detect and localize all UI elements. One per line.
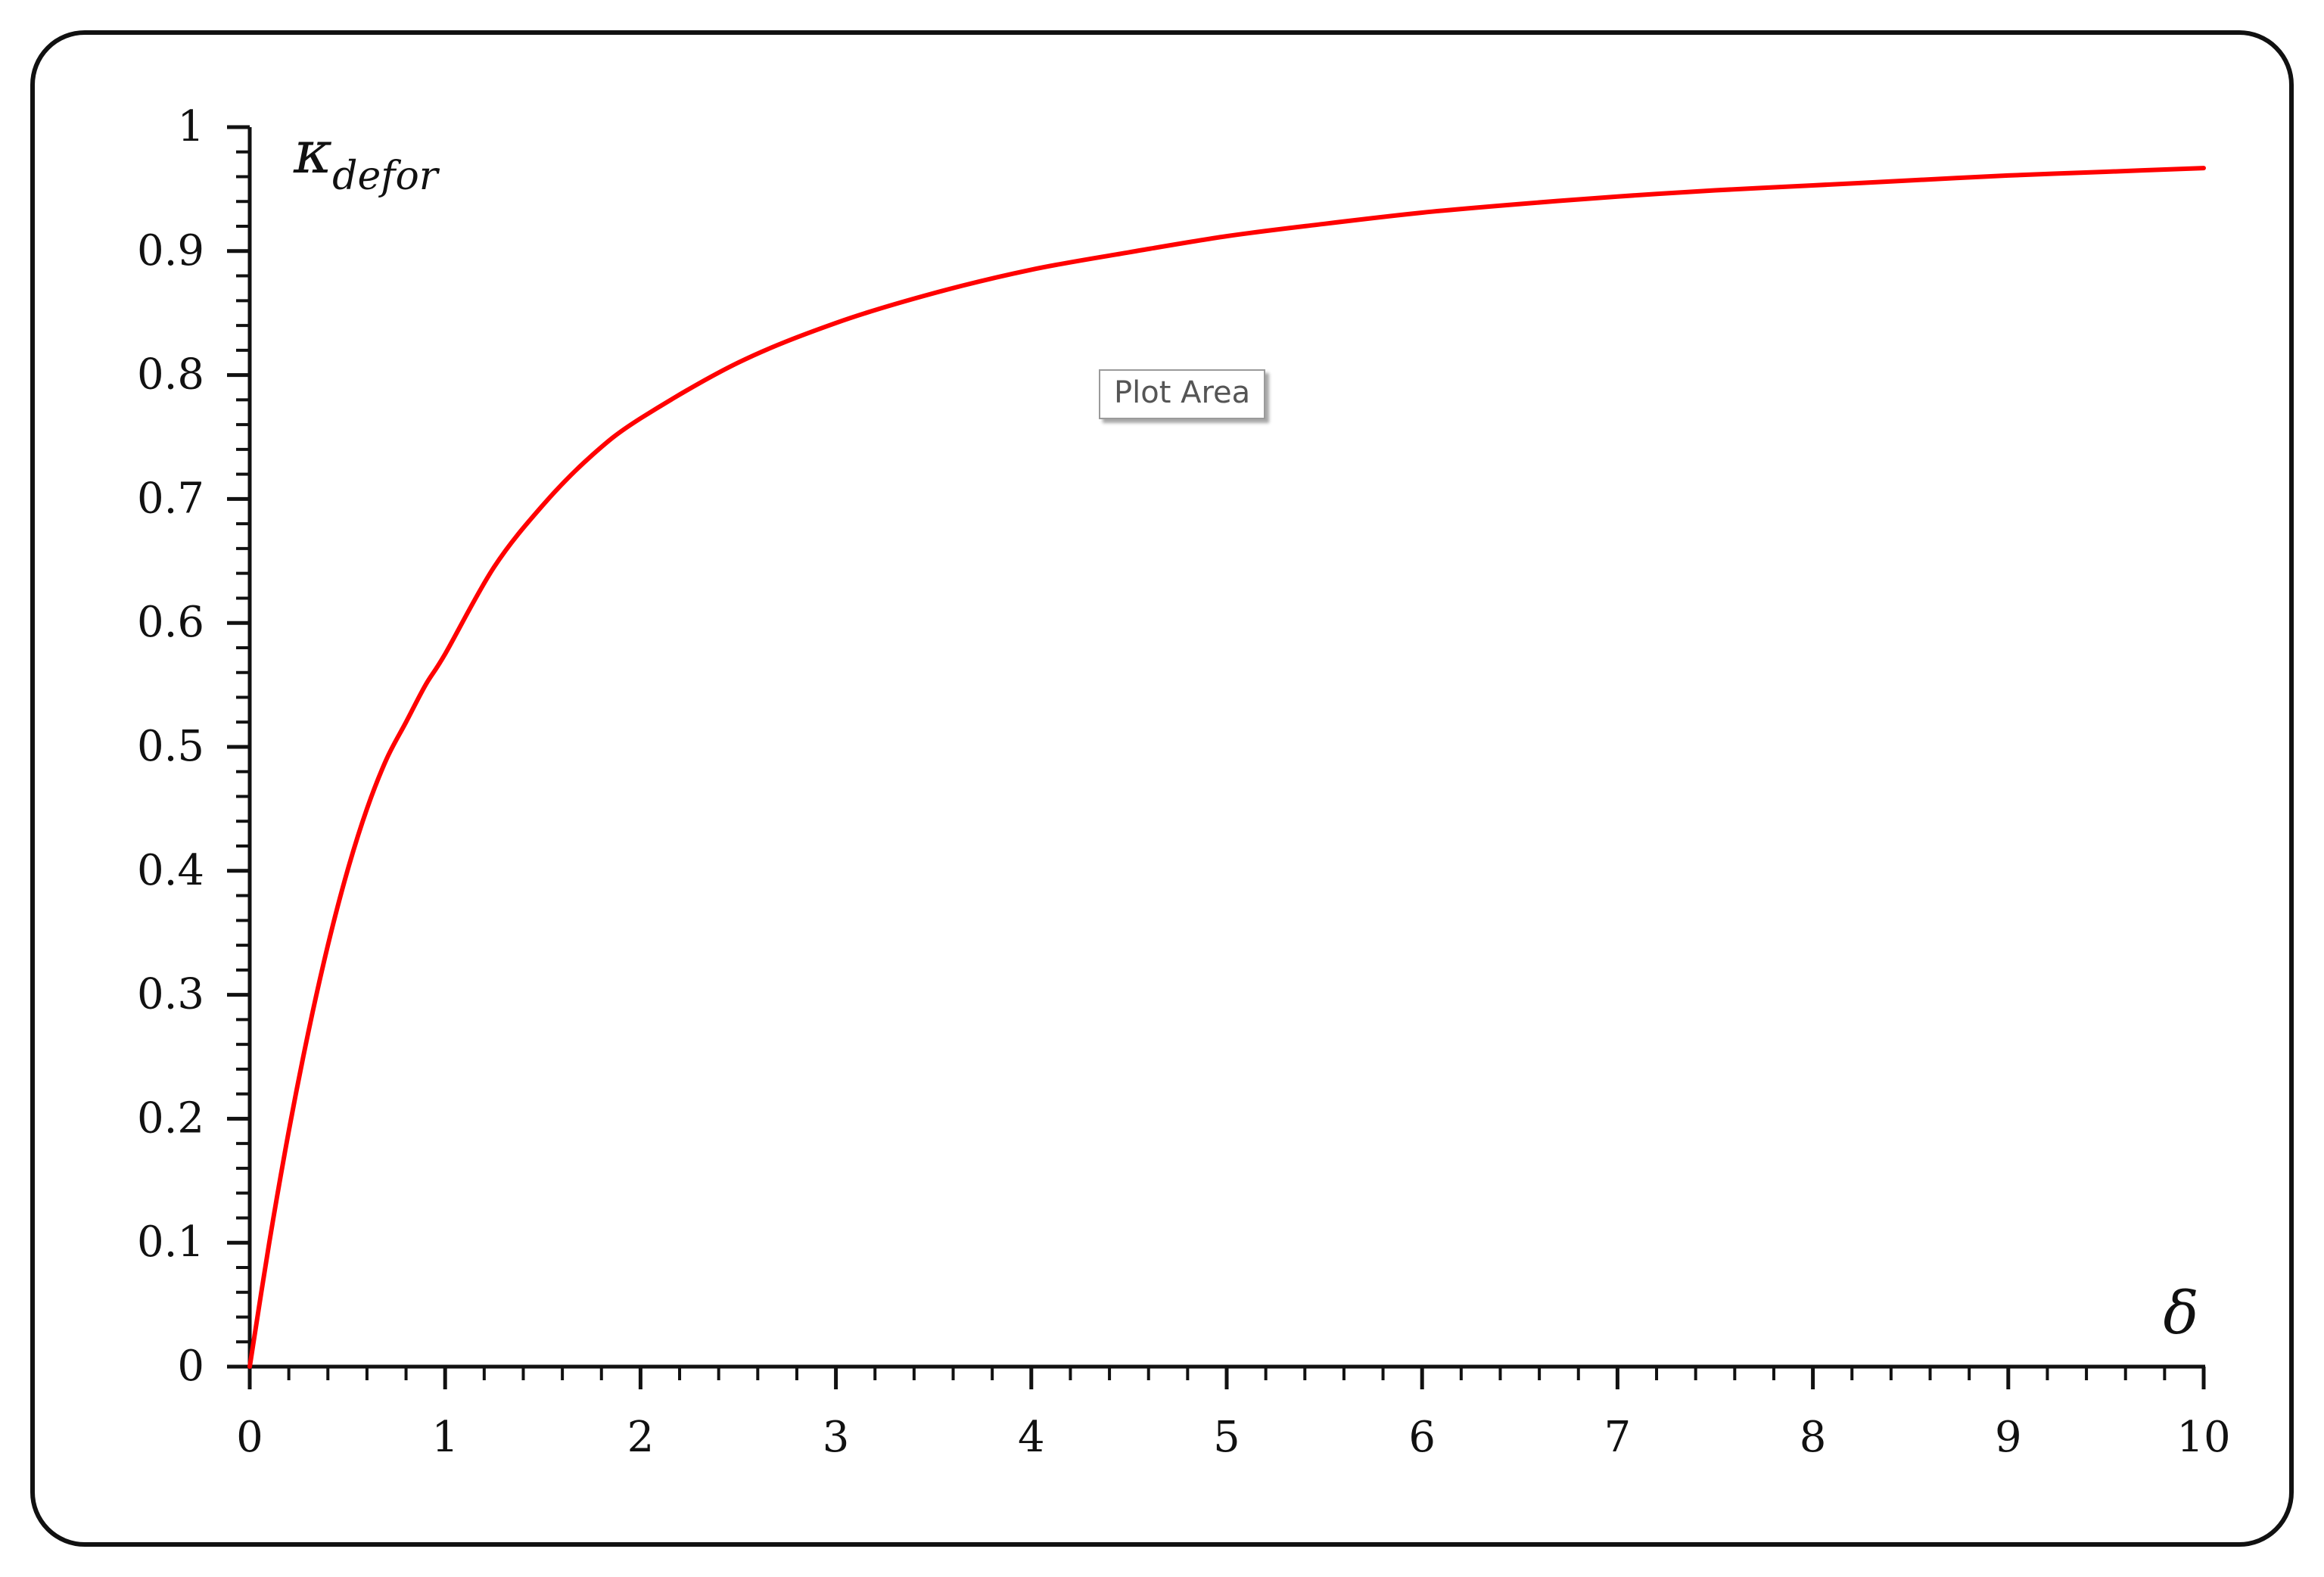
- x-tick-label: 8: [1800, 1413, 1827, 1462]
- y-tick-label: 0.2: [137, 1093, 204, 1143]
- tick-labels: 0 1 2 3 4 5 6 7 8 9 10 0 0.1 0.2 0.3 0.4 0.5 0.6 0.7 0.8 0.9…: [137, 102, 2231, 1462]
- y-tick-label: 0.9: [137, 226, 204, 275]
- chart-frame: [30, 30, 2294, 1547]
- x-axis-title: δ: [2164, 1280, 2199, 1348]
- x-tick-label: 10: [2176, 1413, 2230, 1462]
- x-tick-label: 4: [1018, 1413, 1045, 1462]
- y-tick-label: 0.1: [137, 1218, 204, 1267]
- series-group: [247, 166, 2206, 1369]
- axes: [247, 127, 2205, 1369]
- y-tick-label: 1: [177, 102, 204, 151]
- series-line: [247, 166, 2206, 1369]
- y-tick-label: 0: [177, 1342, 204, 1391]
- x-tick-label: 1: [431, 1413, 459, 1462]
- x-tick-label: 5: [1213, 1413, 1240, 1462]
- y-axis-title: κdefor: [293, 119, 440, 199]
- x-tick-label: 7: [1604, 1413, 1632, 1462]
- x-tick-label: 0: [236, 1413, 263, 1462]
- x-tick-label: 6: [1408, 1413, 1436, 1462]
- y-tick-label: 0.8: [137, 350, 204, 400]
- tick-marks: [227, 125, 2206, 1389]
- y-axis-title-subscript: defor: [332, 154, 440, 199]
- y-tick-label: 0.7: [137, 474, 204, 523]
- y-tick-label: 0.3: [137, 970, 204, 1019]
- x-tick-label: 2: [627, 1413, 655, 1462]
- x-tick-label: 9: [1995, 1413, 2022, 1462]
- y-tick-label: 0.6: [137, 598, 204, 647]
- y-tick-label: 0.5: [137, 722, 204, 771]
- y-axis-title-main: κ: [293, 119, 332, 187]
- x-tick-label: 3: [823, 1413, 850, 1462]
- y-tick-label: 0.4: [137, 846, 204, 895]
- plot-area-tooltip: Plot Area: [1099, 369, 1266, 419]
